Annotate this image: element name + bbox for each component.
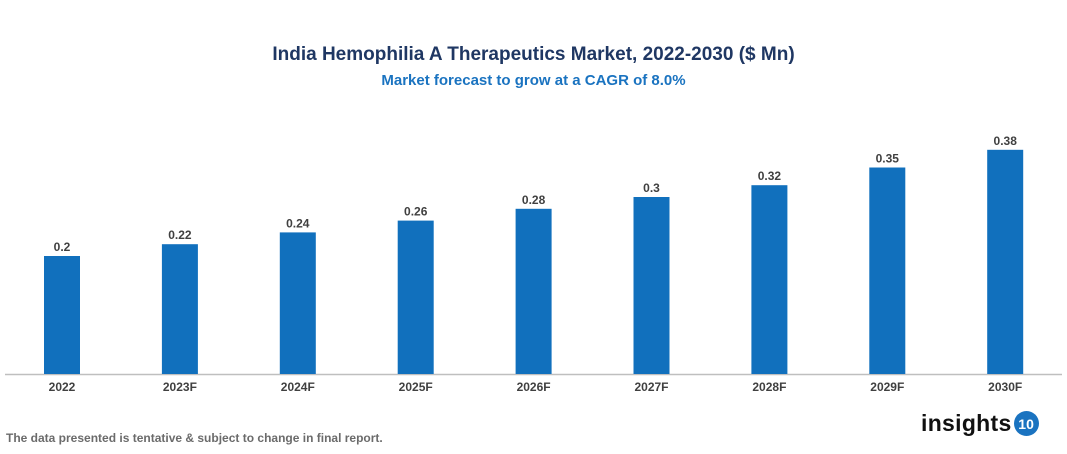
bar-2029F — [869, 167, 906, 374]
disclaimer-note: The data presented is tentative & subjec… — [6, 431, 383, 445]
data-label: 0.24 — [286, 216, 310, 230]
x-tick-label: 2025F — [399, 380, 433, 394]
bar-2025F — [397, 220, 434, 374]
data-label: 0.28 — [522, 193, 546, 207]
bar-2027F — [633, 197, 670, 374]
x-tick-label: 2022 — [49, 380, 76, 394]
data-label: 0.22 — [168, 228, 192, 242]
x-tick-label: 2024F — [281, 380, 315, 394]
x-tick-label: 2026F — [517, 380, 551, 394]
data-label: 0.38 — [994, 134, 1018, 148]
chart-subtitle: Market forecast to grow at a CAGR of 8.0… — [381, 72, 686, 89]
logo-badge: 10 — [1013, 411, 1039, 436]
bar-2026F — [515, 208, 552, 374]
logo-text: insights — [921, 410, 1012, 436]
bar-2030F — [987, 149, 1024, 374]
data-label: 0.2 — [54, 240, 71, 254]
insights10-logo: insights 10 — [921, 410, 1039, 437]
data-label: 0.32 — [758, 169, 782, 183]
x-tick-label: 2030F — [988, 380, 1022, 394]
bar-2022 — [44, 256, 80, 374]
bar-2028F — [751, 185, 788, 374]
bar-2024F — [279, 232, 316, 374]
chart-title: India Hemophilia A Therapeutics Market, … — [272, 44, 795, 65]
x-tick-label: 2027F — [634, 380, 668, 394]
data-label: 0.35 — [876, 152, 900, 166]
data-label: 0.3 — [643, 181, 660, 195]
data-label: 0.26 — [404, 205, 428, 219]
x-tick-label: 2029F — [870, 380, 904, 394]
bar-2023F — [161, 244, 198, 374]
x-tick-label: 2023F — [163, 380, 197, 394]
x-tick-label: 2028F — [752, 380, 786, 394]
